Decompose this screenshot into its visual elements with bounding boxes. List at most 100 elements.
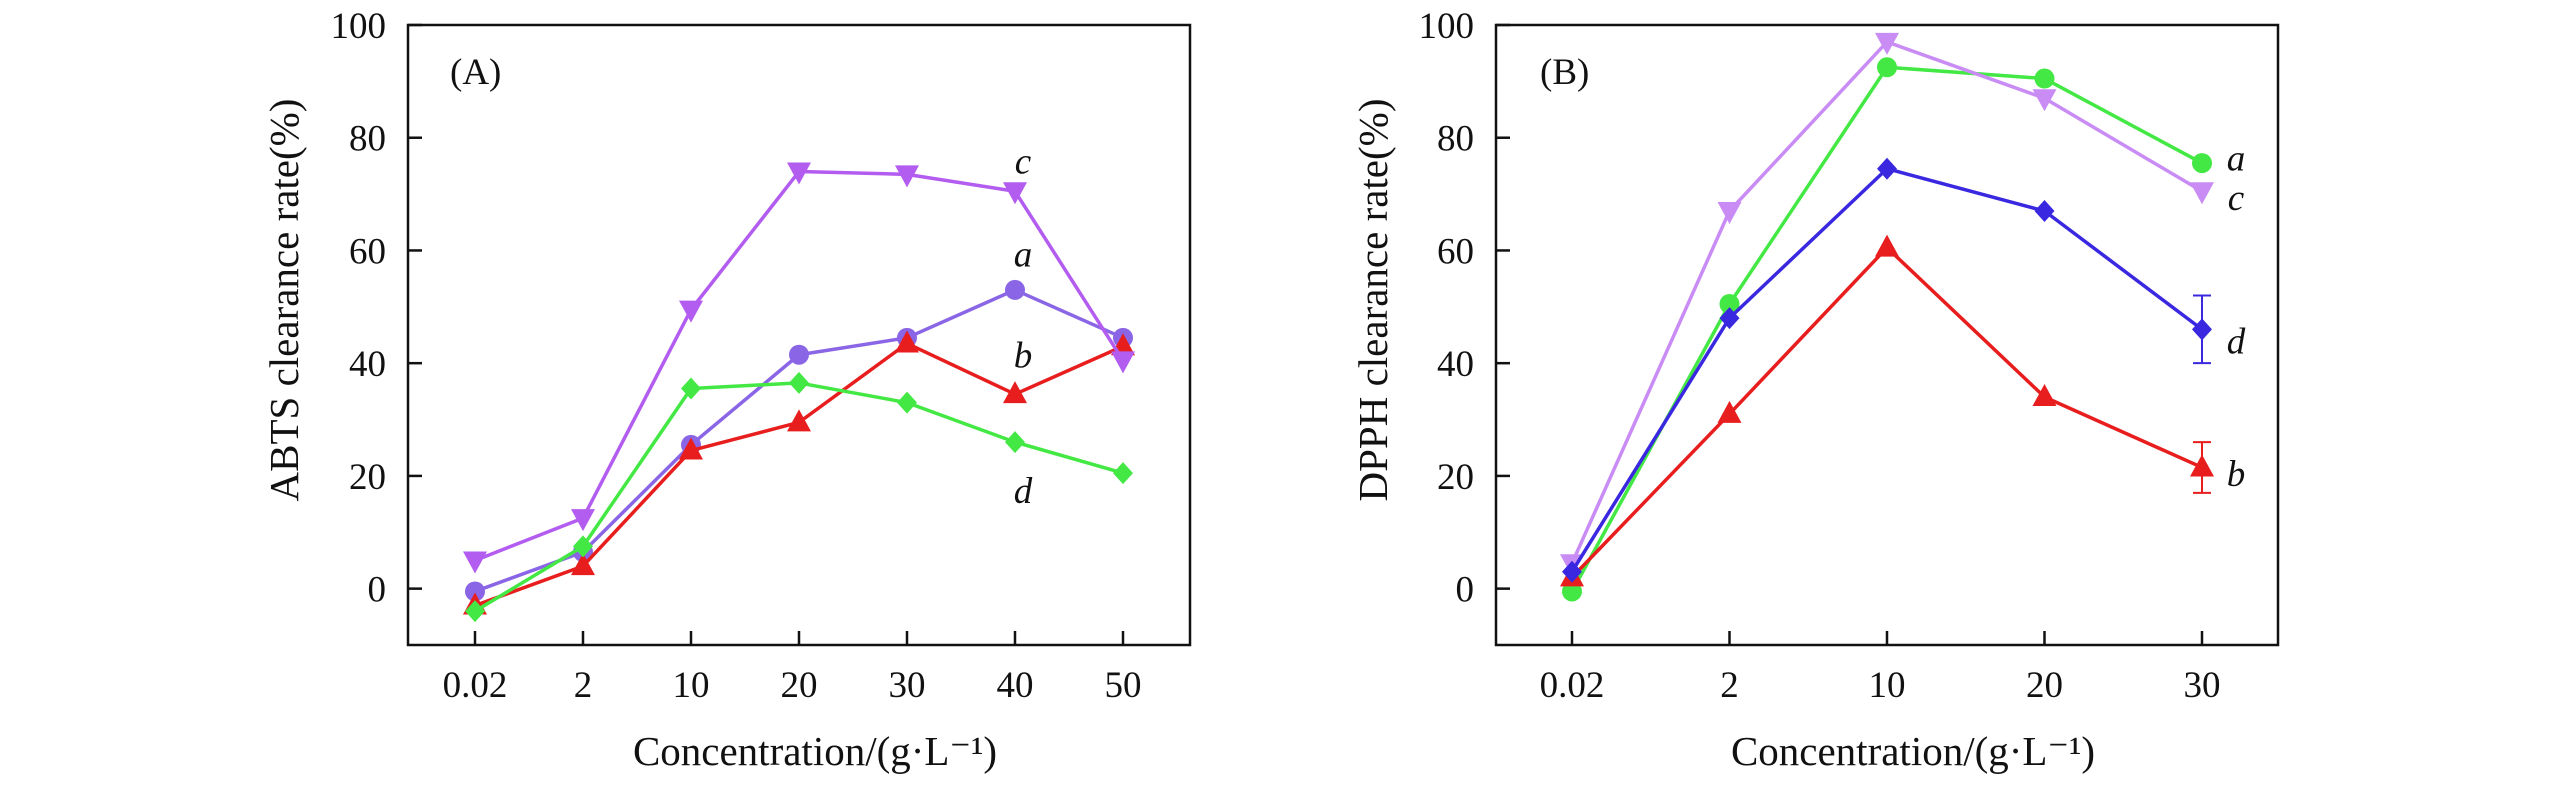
- series-d-point: [897, 391, 917, 414]
- panel-b-series-labels: ac d b: [2227, 138, 2246, 495]
- series-d-point: [1719, 307, 1740, 330]
- panel-a-x-tick-label: 2: [574, 665, 593, 706]
- series-a-point: [2034, 68, 2055, 89]
- panel-b-x-tick-label: 0.02: [1540, 665, 1605, 706]
- panel-b-label: (B): [1540, 52, 1589, 93]
- panel-a-x-tick-label: 20: [781, 665, 818, 706]
- series-b-point: [2190, 454, 2214, 477]
- panel-b-series-b: [1560, 234, 2214, 587]
- series-b-point: [1875, 234, 1899, 257]
- panel-b-x-axis-title: Concentration/(g·L⁻¹): [1731, 728, 2095, 774]
- series-c-line: [1570, 40, 2203, 564]
- panel-a-label-c: c: [1015, 141, 1032, 182]
- panel-a-label-d: d: [1014, 471, 1033, 512]
- series-c-point: [2032, 89, 2057, 112]
- panel-a-y-tick-label: 0: [368, 570, 387, 611]
- series-d-point: [1005, 431, 1025, 454]
- series-b-point: [571, 553, 595, 576]
- panel-b-y-tick-label: 40: [1437, 344, 1474, 385]
- panel-a-x-axis-title: Concentration/(g·L⁻¹): [633, 728, 997, 774]
- panel-b-series-c: [1560, 32, 2214, 577]
- panel-a-y-tick-label: 80: [349, 119, 386, 160]
- series-d-point: [2034, 200, 2055, 222]
- series-a-point: [789, 344, 809, 365]
- panel-a-y-tick-label: 60: [349, 231, 386, 272]
- panel-a-series-a: [465, 279, 1133, 602]
- series-d-point: [681, 377, 701, 400]
- series-b-point: [895, 330, 919, 353]
- series-b-point: [1717, 400, 1742, 423]
- panel-b-ticks: 0 20 40 60 80 100 0.02 2 10 20 30: [1419, 6, 2221, 706]
- series-c-point: [1875, 32, 1899, 55]
- panel-a-y-tick-label: 40: [349, 344, 386, 385]
- panel-a-label-a: a: [1014, 234, 1033, 275]
- series-a-point: [1562, 581, 1582, 602]
- panel-b-x-tick-label: 30: [2184, 665, 2221, 706]
- series-c-point: [1717, 202, 1742, 224]
- panel-a-y-tick-label: 20: [349, 457, 386, 498]
- panel-b-label-a: a: [2227, 138, 2246, 179]
- panel-a-x-tick-label: 0.02: [443, 665, 508, 706]
- series-c-point: [787, 162, 811, 185]
- panel-a-y-axis-title: ABTS clearance rate(%): [261, 99, 307, 502]
- series-d-point: [2192, 318, 2212, 341]
- panel-a-x-tick-label: 40: [997, 665, 1034, 706]
- panel-b-dpph-chart: (B) Concentration/(g·L⁻¹) DPPH clearance…: [1350, 6, 2280, 774]
- panel-a-label: (A): [450, 52, 501, 93]
- panel-a-series: [463, 162, 1135, 623]
- series-b-point: [679, 437, 703, 460]
- series-b-point: [787, 409, 811, 432]
- panel-b-y-tick-label: 60: [1437, 231, 1474, 272]
- panel-a-series-c: [463, 162, 1135, 574]
- series-a-point: [1877, 57, 1897, 78]
- panel-b-series: [1560, 32, 2214, 602]
- series-d-point: [1562, 560, 1582, 583]
- series-c-point: [895, 165, 919, 188]
- series-d-point: [1113, 462, 1133, 485]
- panel-b-y-tick-label: 0: [1456, 570, 1475, 611]
- panel-a-y-tick-label: 100: [331, 6, 387, 47]
- panel-b-label-c: c: [2228, 178, 2245, 219]
- panel-b-label-b: b: [2227, 454, 2246, 495]
- series-c-point: [1111, 351, 1135, 374]
- panel-b-plot-frame: [1494, 23, 2280, 647]
- series-b-line: [1570, 245, 2203, 579]
- series-c-point: [2190, 182, 2214, 205]
- series-c-point: [679, 300, 703, 323]
- series-c-point: [1003, 182, 1027, 205]
- series-d-point: [1877, 157, 1897, 180]
- series-d-point: [789, 371, 809, 394]
- panel-a-ticks: 0 20 40 60 80 100 0.02 2 10 20 30 40 50: [331, 6, 1142, 706]
- panel-b-y-tick-label: 20: [1437, 457, 1474, 498]
- panel-b-y-axis-title: DPPH clearance rate(%): [1350, 99, 1396, 502]
- series-b-point: [1003, 381, 1027, 404]
- series-a-point: [1719, 294, 1740, 314]
- panel-a-x-tick-label: 10: [673, 665, 710, 706]
- series-b-point: [2032, 384, 2057, 406]
- panel-b-y-tick-label: 100: [1419, 6, 1475, 47]
- series-c-point: [463, 551, 487, 574]
- panel-a-series-d: [465, 371, 1133, 623]
- series-a-point: [1005, 279, 1025, 300]
- panel-b-y-tick-label: 80: [1437, 119, 1474, 160]
- panel-b-label-d: d: [2227, 322, 2246, 363]
- panel-a-series-labels: c a b d: [1014, 141, 1033, 512]
- panel-a-x-tick-label: 30: [889, 665, 926, 706]
- series-d-point: [573, 535, 593, 558]
- series-d-line: [1570, 166, 2204, 573]
- series-a-point: [465, 581, 485, 602]
- series-a-line: [1570, 65, 2203, 593]
- panel-a-x-tick-label: 50: [1105, 665, 1142, 706]
- panel-a-abts-chart: (A) Concentration/(g·L⁻¹) ABTS clearance…: [261, 6, 1192, 774]
- series-a-point: [2192, 153, 2212, 174]
- series-d-point: [465, 600, 485, 623]
- panel-a-label-b: b: [1014, 336, 1033, 377]
- panel-b-x-tick-label: 10: [1869, 665, 1906, 706]
- series-c-point: [571, 509, 595, 532]
- panel-b-x-tick-label: 2: [1720, 665, 1739, 706]
- panel-a-plot-frame: [406, 23, 1192, 647]
- panel-b-x-tick-label: 20: [2026, 665, 2063, 706]
- panel-b-series-d: [1562, 157, 2212, 583]
